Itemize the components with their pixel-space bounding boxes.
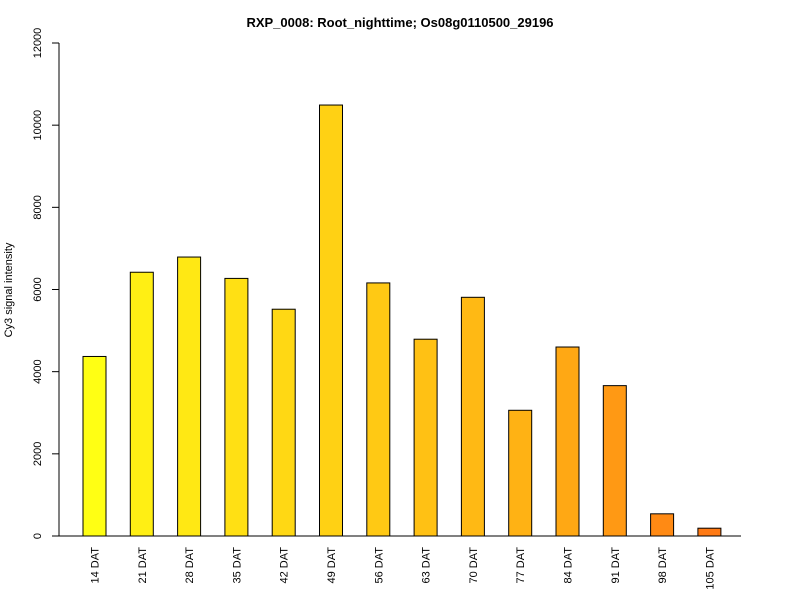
y-axis-ticks: 0 2000 4000 6000 8000 10000 12000 (32, 28, 59, 539)
bar-91-dat (602, 385, 627, 537)
bar-49-dat (319, 104, 343, 537)
bar-14-dat (82, 355, 107, 537)
y-tick-label: 4000 (32, 359, 44, 383)
x-tick-label: 28 DAT (184, 547, 196, 584)
bar-77-dat (508, 409, 533, 537)
x-tick-label: 14 DAT (90, 547, 102, 584)
bar-105-dat (697, 527, 722, 537)
x-tick-label: 49 DAT (326, 547, 338, 584)
y-tick-label: 2000 (32, 442, 44, 466)
y-tick-label: 6000 (32, 277, 44, 301)
y-tick-label: 12000 (32, 28, 44, 59)
bar-42-dat (271, 308, 296, 537)
x-tick-label: 42 DAT (279, 547, 291, 584)
x-tick-label: 56 DAT (373, 547, 385, 584)
x-tick-label: 91 DAT (610, 547, 622, 584)
chart-title: RXP_0008: Root_nighttime; Os08g0110500_2… (246, 15, 553, 30)
bar-84-dat (555, 346, 580, 537)
bar-70-dat (460, 296, 485, 537)
y-axis-label: Cy3 signal intensity (3, 242, 15, 337)
y-tick-label: 0 (32, 533, 44, 539)
x-tick-label: 77 DAT (515, 547, 527, 584)
x-tick-label: 84 DAT (563, 547, 575, 584)
x-tick-label: 98 DAT (657, 547, 669, 584)
x-tick-label: 21 DAT (137, 547, 149, 584)
bar-98-dat (650, 513, 675, 537)
bars-group (82, 104, 722, 537)
x-tick-label: 105 DAT (704, 547, 716, 590)
y-tick-label: 8000 (32, 195, 44, 219)
bar-21-dat (129, 271, 154, 537)
y-tick-label: 10000 (32, 110, 44, 141)
bar-63-dat (413, 338, 438, 537)
x-tick-label: 70 DAT (468, 547, 480, 584)
bar-35-dat (224, 277, 249, 537)
x-tick-label: 63 DAT (421, 547, 433, 584)
x-axis-tick-labels: 14 DAT 21 DAT 28 DAT 35 DAT 42 DAT 49 DAT 56 D… (90, 547, 717, 590)
bar-56-dat (366, 282, 391, 537)
x-tick-label: 35 DAT (231, 547, 243, 584)
bar-28-dat (177, 256, 202, 537)
